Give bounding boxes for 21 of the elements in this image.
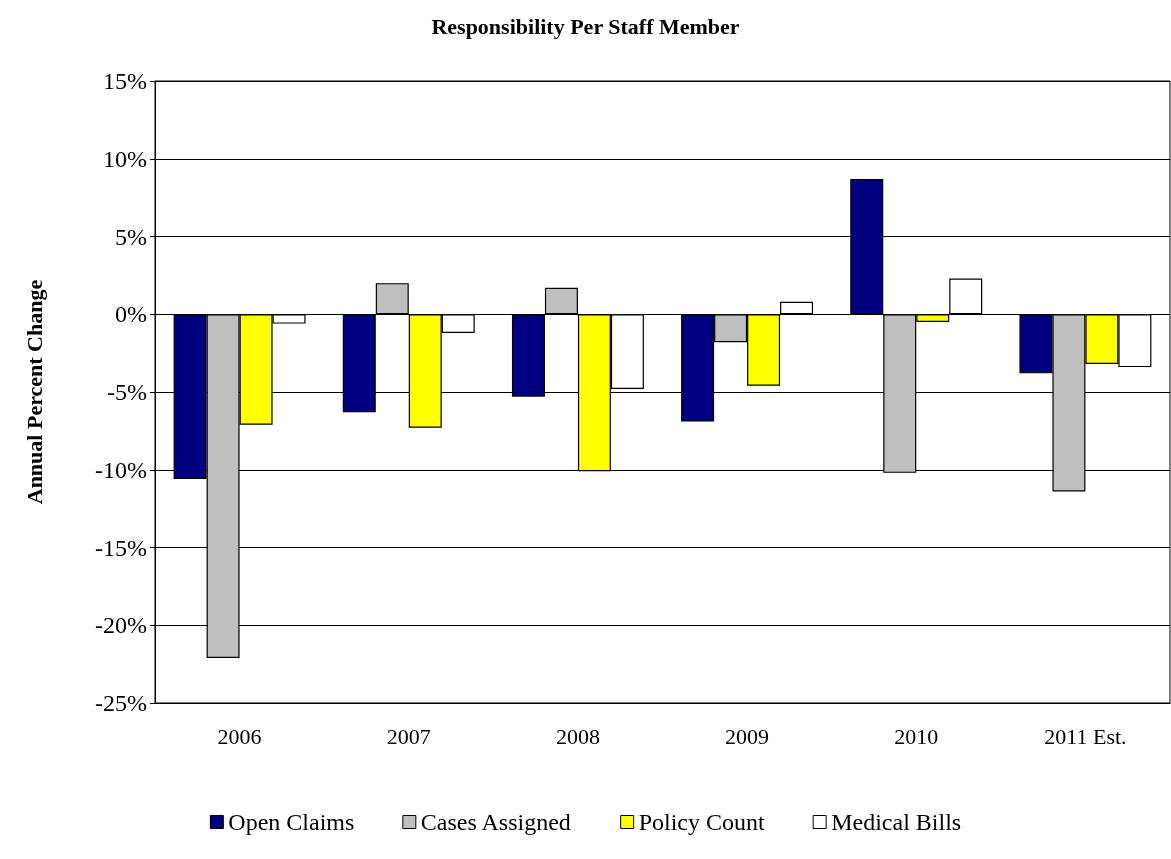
y-tick-label: -5%: [107, 379, 148, 405]
y-tick-label: -10%: [95, 456, 148, 483]
x-tick-label: 2008: [555, 723, 600, 749]
x-tick-label: 2009: [725, 723, 770, 749]
legend-label: Cases Assigned: [420, 809, 571, 835]
y-axis-title: Annual Percent Change: [21, 279, 47, 505]
x-tick-label: 2011 Est.: [1044, 723, 1127, 749]
y-tick-label: -25%: [95, 690, 148, 716]
y-tick-label: 10%: [103, 145, 147, 172]
y-tick-label: -15%: [95, 534, 148, 561]
y-tick-label: -20%: [95, 612, 148, 639]
x-tick-label: 2007: [386, 723, 431, 749]
legend-label: Medical Bills: [831, 809, 962, 835]
x-tick-label: 2010: [894, 723, 939, 749]
chart-title: Responsibility Per Staff Member: [431, 13, 740, 39]
legend-label: Open Claims: [228, 809, 355, 835]
y-tick-label: 15%: [103, 68, 147, 94]
x-tick-label: 2006: [217, 723, 262, 749]
y-tick-label: 5%: [115, 223, 147, 250]
y-tick-label: 0%: [115, 301, 147, 328]
legend-label: Policy Count: [638, 809, 765, 835]
